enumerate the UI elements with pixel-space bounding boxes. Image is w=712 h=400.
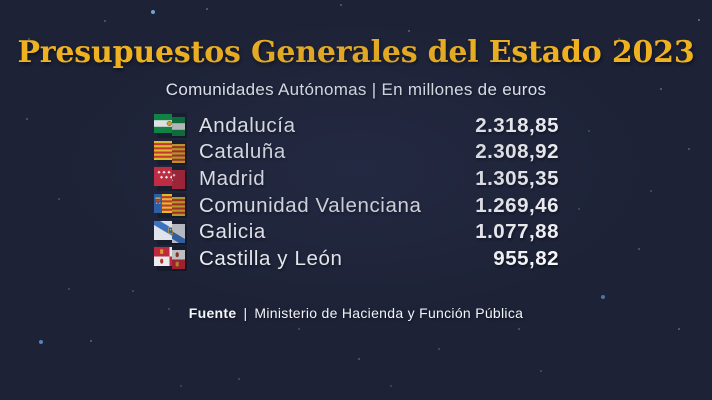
table-row: Cataluña 2.308,92: [153, 139, 559, 166]
budget-value: 2.308,92: [475, 140, 559, 164]
budget-value: 1.077,88: [475, 220, 559, 244]
budget-value: 1.269,46: [475, 193, 559, 217]
page-title: Presupuestos Generales del Estado 2023: [17, 35, 695, 70]
flag-cataluna-icon: [154, 139, 187, 165]
flag-comunidad-valenciana-icon: [154, 193, 187, 219]
budget-value: 1.305,35: [475, 166, 559, 190]
region-label: Madrid: [199, 166, 266, 190]
budget-value: 955,82: [493, 246, 559, 270]
source-line: Fuente | Ministerio de Hacienda y Funció…: [0, 305, 712, 321]
subtitle: Comunidades Autónomas | En millones de e…: [165, 79, 547, 99]
region-label: Galicia: [199, 220, 266, 244]
region-label: Andalucía: [199, 113, 296, 137]
budget-table: Andalucía 2.318,85: [153, 113, 559, 273]
region-label: Castilla y León: [199, 246, 343, 270]
budget-value: 2.318,85: [475, 113, 559, 137]
flag-galicia-icon: [153, 219, 187, 245]
table-row: Madrid 1.305,35: [153, 166, 559, 193]
source-text: Ministerio de Hacienda y Función Pública: [254, 305, 524, 322]
flag-castilla-y-leon-icon: [154, 246, 187, 272]
region-label: Cataluña: [199, 140, 286, 164]
region-label: Comunidad Valenciana: [199, 193, 422, 217]
flag-madrid-icon: [154, 166, 187, 192]
source-separator: |: [243, 305, 248, 322]
table-row: Comunidad Valenciana 1.269,46: [153, 192, 559, 219]
table-row: Andalucía 2.318,85: [153, 113, 559, 140]
flag-andalucia-icon: [153, 113, 187, 139]
table-row: Galicia 1.077,88: [153, 219, 559, 246]
content-column: Presupuestos Generales del Estado 2023 C…: [0, 35, 712, 321]
table-row: Castilla y León 955,82: [153, 245, 559, 272]
source-label: Fuente: [188, 305, 237, 322]
